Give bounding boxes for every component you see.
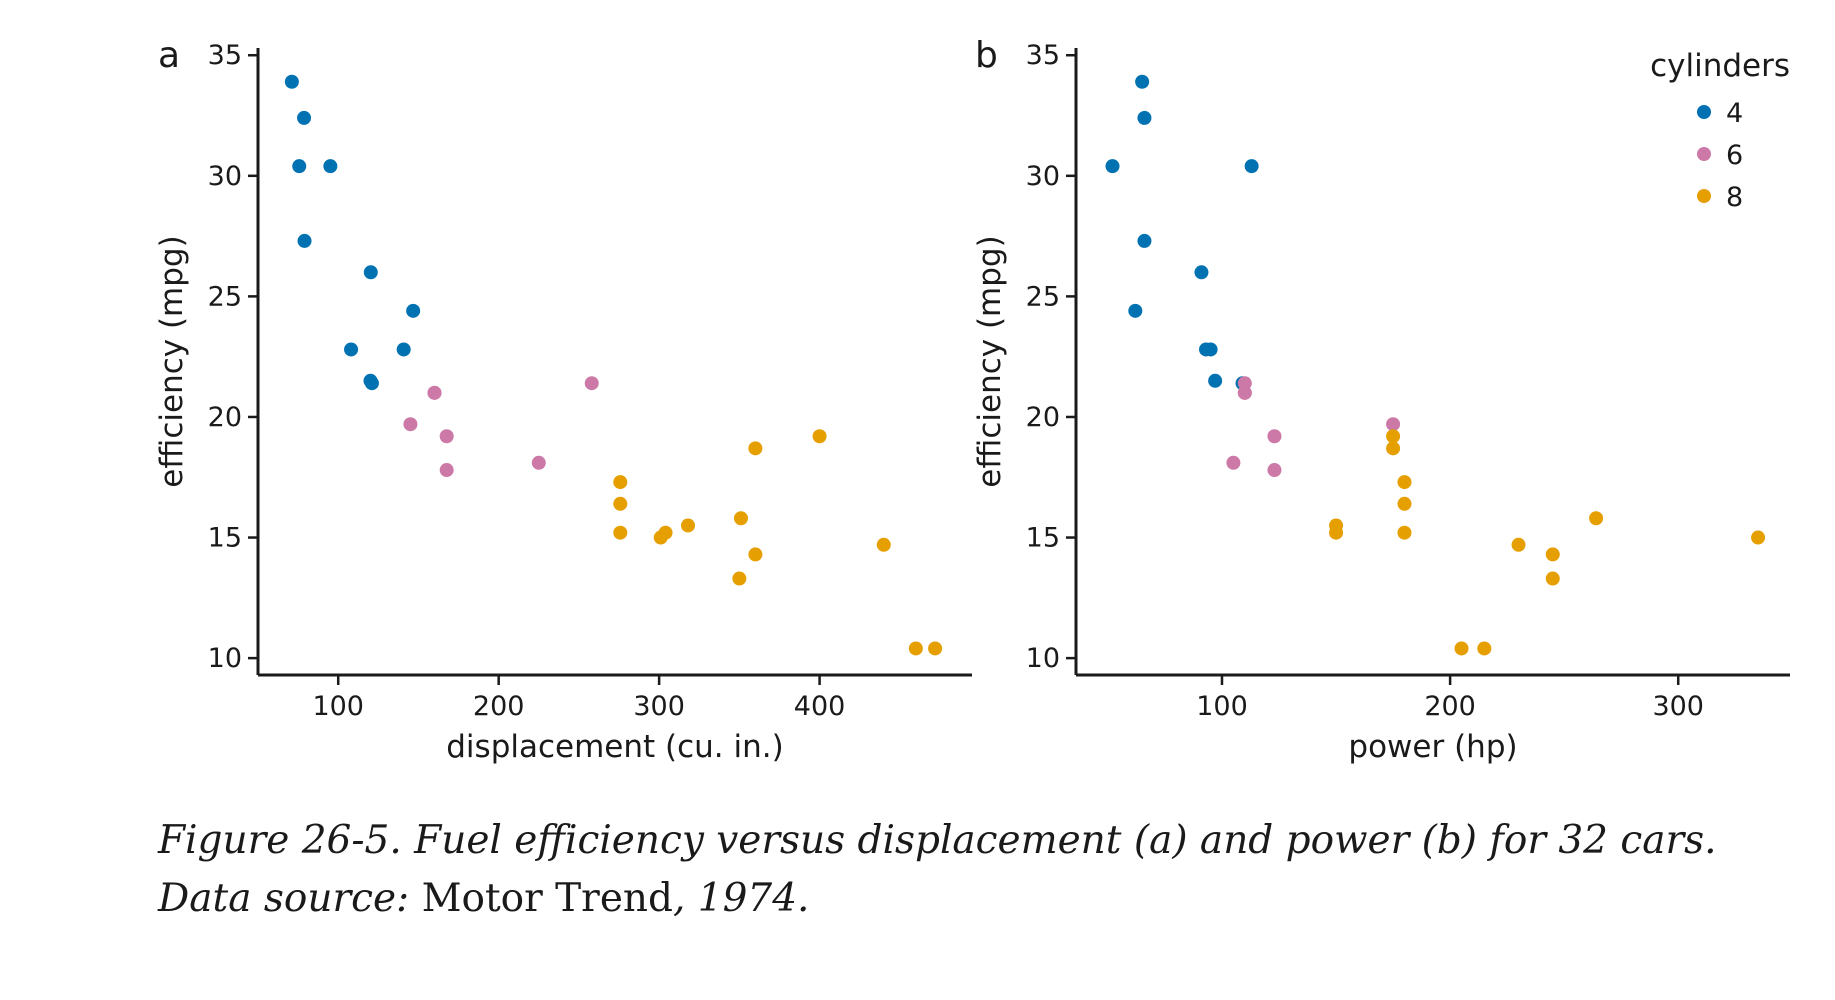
panel-letter: a — [158, 35, 180, 76]
data-point-cyl-8 — [1329, 525, 1344, 540]
data-point-cyl-8 — [1397, 496, 1412, 511]
legend-label: 6 — [1726, 140, 1743, 171]
figure-caption: Figure 26-5. Fuel efficiency versus disp… — [158, 812, 1718, 928]
data-point-cyl-8 — [1454, 641, 1469, 656]
x-tick-label: 400 — [794, 691, 846, 722]
data-point-cyl-4 — [292, 159, 307, 174]
data-point-cyl-4 — [323, 159, 338, 174]
data-point-cyl-8 — [1589, 511, 1604, 526]
data-point-cyl-8 — [613, 525, 628, 540]
cylinders-legend: cylinders 4 6 8 — [1650, 48, 1790, 213]
data-point-cyl-4 — [396, 342, 411, 357]
y-tick-label: 25 — [208, 281, 242, 312]
x-tick-label: 300 — [1652, 691, 1704, 722]
data-point-cyl-6 — [584, 376, 599, 391]
y-tick-label: 30 — [208, 161, 242, 192]
y-tick-label: 10 — [1026, 643, 1060, 674]
y-tick-label: 15 — [1026, 523, 1060, 554]
data-point-cyl-8 — [613, 496, 628, 511]
y-tick-label: 35 — [208, 40, 242, 71]
data-point-cyl-6 — [427, 385, 442, 400]
data-point-cyl-8 — [1751, 530, 1766, 545]
data-point-cyl-6 — [439, 429, 454, 444]
data-point-cyl-4 — [1203, 342, 1218, 357]
data-point-cyl-8 — [681, 518, 696, 533]
data-point-cyl-8 — [908, 641, 923, 656]
data-point-cyl-6 — [1237, 376, 1252, 391]
data-point-cyl-8 — [613, 475, 628, 490]
y-tick-label: 20 — [1026, 402, 1060, 433]
data-point-cyl-8 — [1397, 475, 1412, 490]
data-point-cyl-8 — [732, 571, 747, 586]
data-point-cyl-8 — [1386, 429, 1401, 444]
data-point-cyl-6 — [1386, 417, 1401, 432]
data-point-cyl-4 — [406, 303, 421, 318]
legend-label: 8 — [1726, 182, 1743, 213]
data-point-cyl-4 — [297, 233, 312, 248]
panel-letter: b — [975, 35, 998, 76]
data-point-cyl-4 — [1137, 110, 1152, 125]
data-point-cyl-8 — [1511, 537, 1526, 552]
x-tick-label: 100 — [1196, 691, 1248, 722]
legend-title: cylinders — [1650, 48, 1790, 84]
caption-source-name: Motor Trend — [421, 876, 673, 921]
x-tick-label: 200 — [473, 691, 525, 722]
data-point-cyl-8 — [658, 525, 673, 540]
data-point-cyl-4 — [1244, 159, 1259, 174]
data-point-cyl-6 — [403, 417, 418, 432]
data-point-cyl-4 — [344, 342, 359, 357]
data-point-cyl-8 — [733, 511, 748, 526]
x-axis-title: power (hp) — [1348, 729, 1517, 765]
x-tick-label: 200 — [1424, 691, 1476, 722]
data-point-cyl-6 — [531, 455, 546, 470]
y-tick-label: 15 — [208, 523, 242, 554]
y-tick-label: 20 — [208, 402, 242, 433]
panel-a-scatter-plot: 10 15 20 25 30 35 100 200 300 400 displacement (cu… — [154, 35, 972, 765]
data-point-cyl-6 — [439, 463, 454, 478]
caption-text-year: , 1974. — [673, 876, 810, 921]
legend-swatch — [1697, 105, 1711, 119]
data-point-cyl-6 — [1267, 463, 1282, 478]
data-point-cyl-4 — [1135, 74, 1150, 89]
data-point-cyl-4 — [1128, 303, 1143, 318]
x-tick-label: 300 — [633, 691, 685, 722]
data-point-cyl-8 — [1397, 525, 1412, 540]
data-point-cyl-8 — [1477, 641, 1492, 656]
legend-swatch — [1697, 147, 1711, 161]
y-tick-label: 35 — [1026, 40, 1060, 71]
y-tick-label: 25 — [1026, 281, 1060, 312]
data-point-cyl-8 — [1545, 547, 1560, 562]
data-point-cyl-6 — [1237, 385, 1252, 400]
y-axis-title: efficiency (mpg) — [154, 235, 190, 487]
y-tick-label: 30 — [1026, 161, 1060, 192]
data-point-cyl-4 — [297, 110, 312, 125]
y-axis-title: efficiency (mpg) — [972, 235, 1008, 487]
data-point-cyl-8 — [1545, 571, 1560, 586]
panel-b-scatter-plot: 10 15 20 25 30 35 100 200 300 power (hp) efficienc… — [972, 35, 1790, 765]
x-tick-label: 100 — [312, 691, 364, 722]
data-point-cyl-8 — [928, 641, 943, 656]
data-point-cyl-8 — [812, 429, 827, 444]
data-point-cyl-4 — [284, 74, 299, 89]
x-axis-title: displacement (cu. in.) — [446, 729, 783, 765]
data-point-cyl-6 — [1226, 455, 1241, 470]
caption-text-italic: Figure 26-5. Fuel efficiency versus disp… — [158, 818, 1717, 921]
data-point-cyl-4 — [1208, 373, 1223, 388]
data-point-cyl-6 — [1267, 429, 1282, 444]
data-point-cyl-8 — [748, 441, 763, 456]
legend-swatch — [1697, 189, 1711, 203]
y-tick-label: 10 — [208, 643, 242, 674]
data-point-cyl-4 — [1105, 159, 1120, 174]
legend-label: 4 — [1726, 98, 1743, 129]
data-point-cyl-4 — [1194, 265, 1209, 280]
data-point-cyl-8 — [876, 537, 891, 552]
data-point-cyl-4 — [363, 265, 378, 280]
data-point-cyl-8 — [748, 547, 763, 562]
data-point-cyl-8 — [1386, 441, 1401, 456]
data-point-cyl-4 — [364, 376, 379, 391]
data-point-cyl-4 — [1137, 233, 1152, 248]
